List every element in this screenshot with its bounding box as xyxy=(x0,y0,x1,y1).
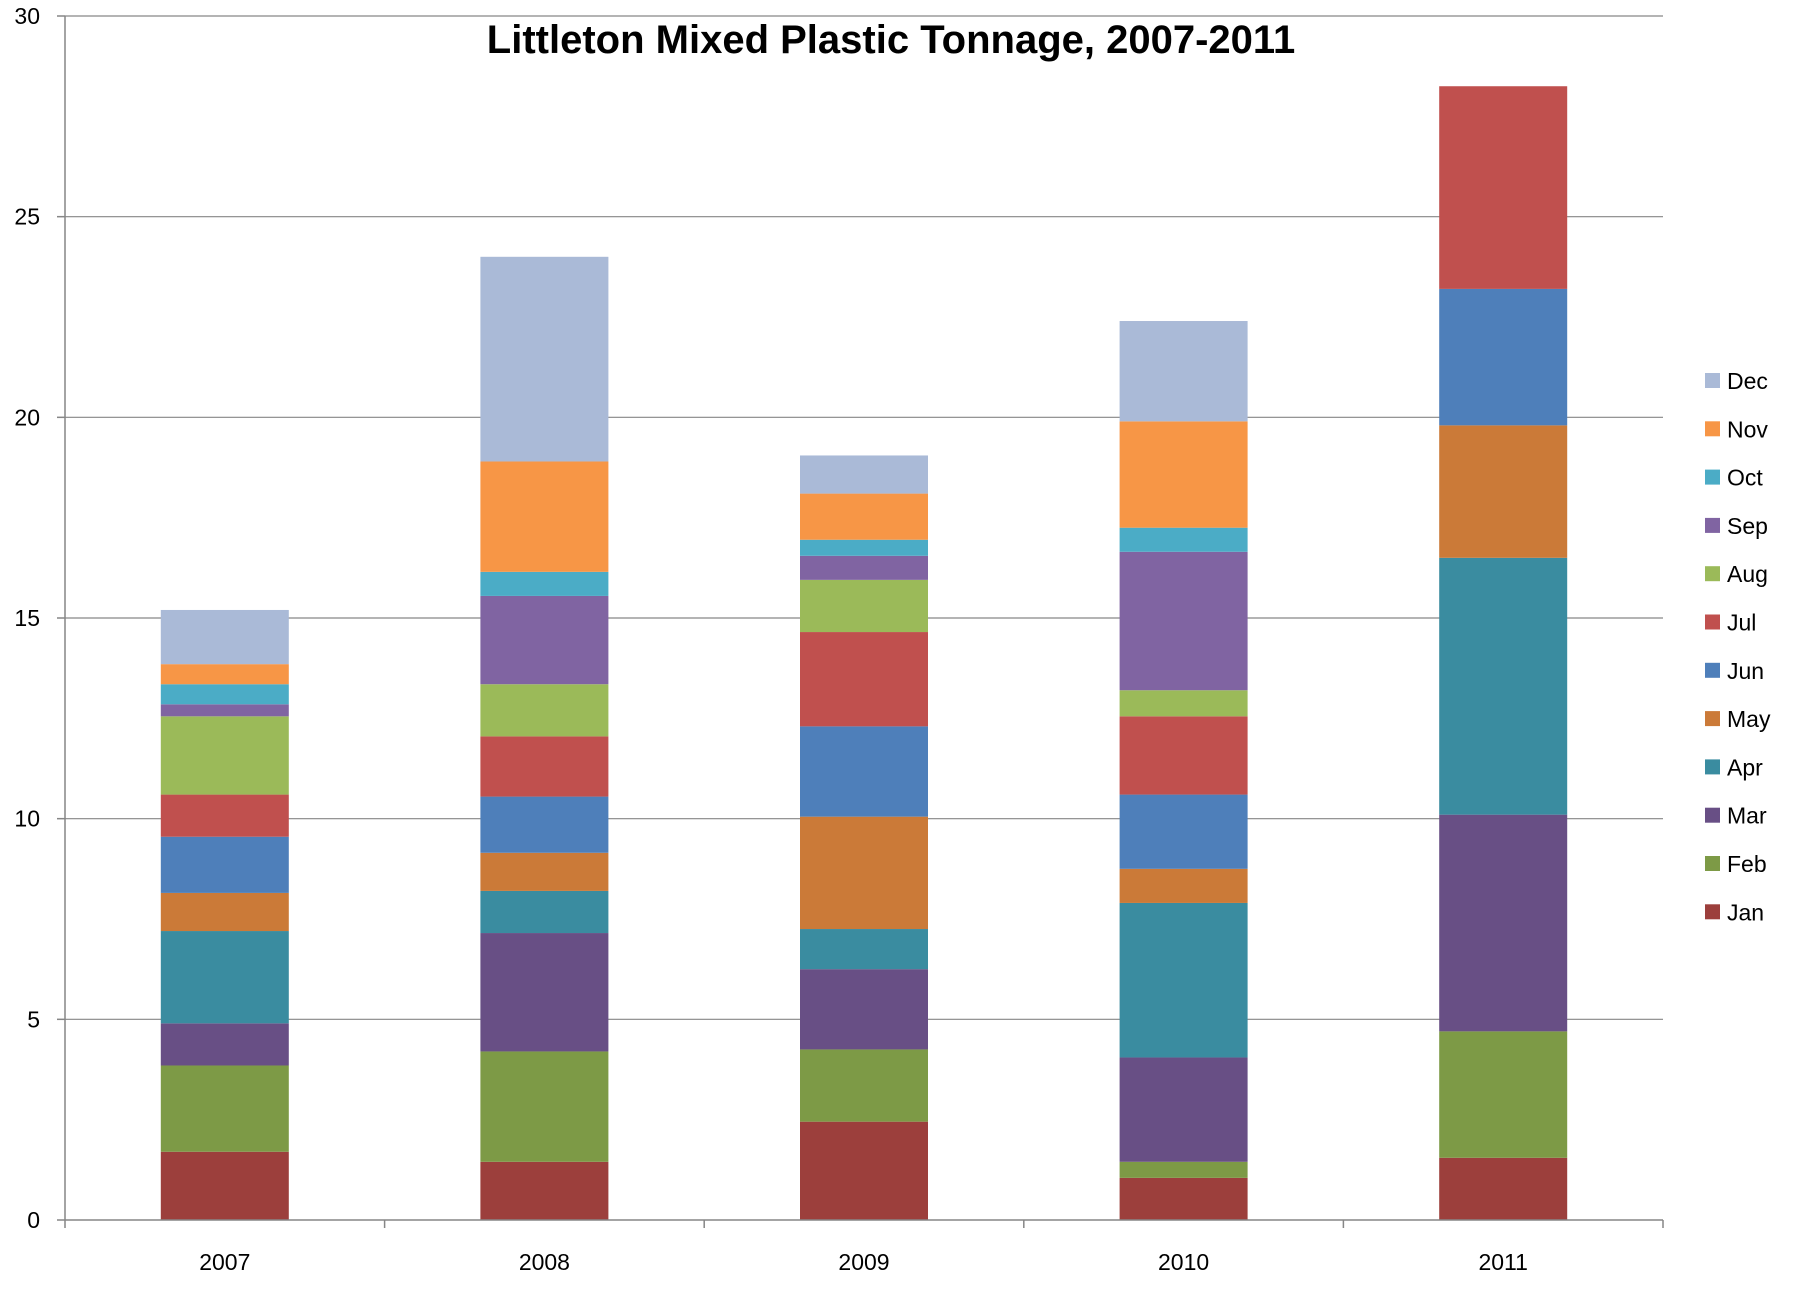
bar-segment-2009-jul xyxy=(800,632,928,727)
bar-segment-2007-mar xyxy=(160,1023,289,1066)
legend-swatch-jan xyxy=(1705,904,1720,920)
bar-segment-2007-jan xyxy=(160,1151,289,1220)
legend-label-nov: Nov xyxy=(1727,416,1768,442)
bar-segment-2010-jul xyxy=(1119,716,1248,795)
y-tick-label: 25 xyxy=(14,204,40,230)
bar-segment-2010-aug xyxy=(1119,690,1248,717)
bar-segment-2007-aug xyxy=(160,716,289,795)
legend-label-aug: Aug xyxy=(1727,561,1768,587)
bar-segment-2010-nov xyxy=(1119,421,1248,528)
bar-segment-2007-oct xyxy=(160,684,289,705)
legend-swatch-jun xyxy=(1705,662,1720,678)
bar-segment-2008-oct xyxy=(480,571,609,596)
legend-swatch-mar xyxy=(1705,807,1720,823)
x-tick-label: 2011 xyxy=(1478,1249,1527,1275)
y-tick-label: 30 xyxy=(14,3,40,29)
legend-label-apr: Apr xyxy=(1727,754,1763,780)
bar-segment-2007-jul xyxy=(160,794,289,837)
bar-segment-2010-may xyxy=(1119,868,1248,903)
bar-segment-2009-dec xyxy=(800,455,928,494)
bar-segment-2010-oct xyxy=(1119,527,1248,552)
bar-segment-2009-sep xyxy=(800,555,928,580)
legend-swatch-feb xyxy=(1705,856,1720,871)
x-tick-label: 2008 xyxy=(519,1249,570,1275)
bar-segment-2010-sep xyxy=(1119,551,1248,691)
bar-segment-2008-feb xyxy=(480,1051,609,1162)
bar-segment-2011-mar xyxy=(1439,814,1568,1032)
bar-segment-2007-may xyxy=(160,892,289,932)
axes: 0 5 10 15 20 25 30 2007 2008 2009 2010 2011 xyxy=(14,3,1664,1275)
x-tick-label: 2009 xyxy=(838,1249,889,1275)
bar-segment-2011-jan xyxy=(1439,1157,1568,1220)
bar-segment-2008-jul xyxy=(480,736,609,797)
legend-swatch-dec xyxy=(1705,373,1720,388)
bar-segment-2010-mar xyxy=(1119,1057,1248,1162)
legend-swatch-oct xyxy=(1705,469,1720,485)
legend-label-mar: Mar xyxy=(1727,803,1767,829)
bar-segment-2008-jun xyxy=(480,796,609,853)
bar-segment-2011-apr xyxy=(1439,557,1568,815)
bar-segment-2010-apr xyxy=(1119,902,1248,1058)
legend-label-sep: Sep xyxy=(1727,513,1768,539)
bar-segment-2007-sep xyxy=(160,704,289,717)
bar-segment-2010-feb xyxy=(1119,1161,1248,1178)
legend-swatch-nov xyxy=(1705,421,1720,437)
legend-label-oct: Oct xyxy=(1727,465,1763,491)
bar-segment-2011-jun xyxy=(1439,288,1568,426)
bar-segment-2008-nov xyxy=(480,461,609,572)
bar-segment-2007-apr xyxy=(160,931,289,1024)
legend-swatch-aug xyxy=(1705,566,1720,582)
bar-segment-2009-may xyxy=(800,816,928,930)
legend-label-jan: Jan xyxy=(1727,899,1764,925)
bar-segment-2007-nov xyxy=(160,664,289,685)
legend-label-dec: Dec xyxy=(1727,368,1768,394)
bar-segment-2009-mar xyxy=(800,969,928,1050)
legend-swatch-sep xyxy=(1705,517,1720,533)
bar-segment-2011-jul xyxy=(1439,86,1568,289)
bar-segment-2009-jun xyxy=(800,726,928,817)
bar-segment-2008-mar xyxy=(480,933,609,1052)
y-tick-label: 5 xyxy=(27,1006,40,1032)
bar-segment-2008-apr xyxy=(480,890,609,934)
bar-segment-2009-jan xyxy=(800,1121,928,1220)
legend: Dec Nov Oct Sep Aug Jul Jun May Apr Mar Feb Jan xyxy=(1705,368,1771,925)
bar-segment-2008-jan xyxy=(480,1161,609,1220)
bar-segment-2009-oct xyxy=(800,539,928,556)
legend-swatch-jul xyxy=(1705,614,1720,630)
chart-title: Littleton Mixed Plastic Tonnage, 2007-20… xyxy=(487,18,1295,62)
legend-label-feb: Feb xyxy=(1727,851,1767,877)
bar-segment-2009-apr xyxy=(800,929,928,970)
y-tick-label: 10 xyxy=(14,806,40,832)
legend-swatch-may xyxy=(1705,711,1720,727)
x-tick-label: 2010 xyxy=(1158,1249,1209,1275)
bar-segment-2007-feb xyxy=(160,1065,289,1152)
y-tick-label: 0 xyxy=(27,1207,40,1233)
bar-segment-2007-jun xyxy=(160,836,289,893)
legend-label-may: May xyxy=(1727,706,1771,732)
x-tick-label: 2007 xyxy=(199,1249,250,1275)
bar-segment-2010-dec xyxy=(1119,321,1248,422)
bar-segment-2008-aug xyxy=(480,684,609,737)
bar-segment-2010-jun xyxy=(1119,794,1248,869)
legend-label-jun: Jun xyxy=(1727,658,1764,684)
legend-swatch-apr xyxy=(1705,759,1720,775)
bar-segment-2008-dec xyxy=(480,256,609,462)
bar-segment-2011-may xyxy=(1439,425,1568,558)
y-tick-label: 20 xyxy=(14,404,40,430)
bar-segment-2009-aug xyxy=(800,579,928,633)
y-tick-label: 15 xyxy=(14,605,40,631)
bar-segment-2009-feb xyxy=(800,1049,928,1122)
bar-segment-2007-dec xyxy=(160,609,289,665)
bars xyxy=(160,86,1568,1220)
bar-segment-2008-sep xyxy=(480,595,609,685)
legend-label-jul: Jul xyxy=(1727,610,1756,636)
bar-segment-2011-feb xyxy=(1439,1031,1568,1158)
bar-segment-2009-nov xyxy=(800,493,928,540)
bar-segment-2010-jan xyxy=(1119,1177,1248,1220)
bar-segment-2008-may xyxy=(480,852,609,891)
